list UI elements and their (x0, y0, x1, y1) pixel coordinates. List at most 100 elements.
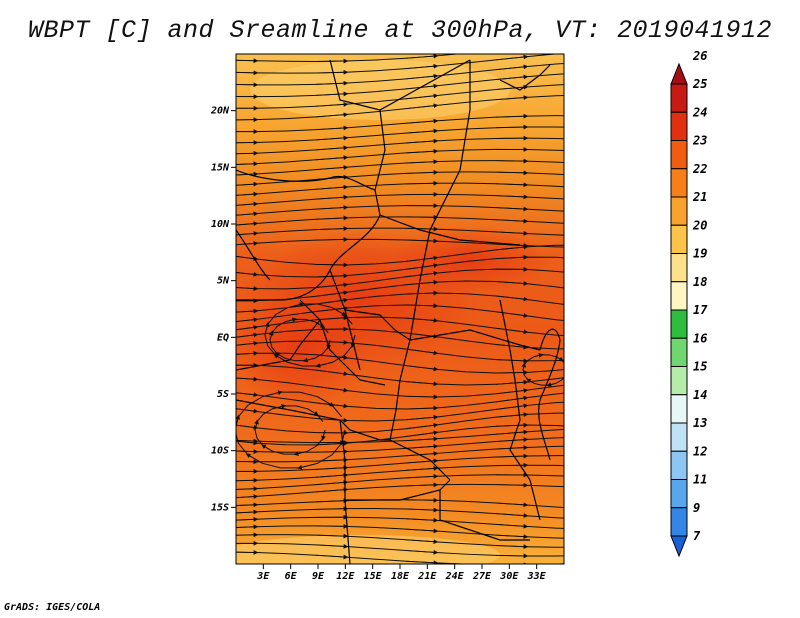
streamline-arrow (495, 534, 529, 540)
lon-tick-label: 33E (527, 571, 547, 582)
streamline-arrow (405, 317, 439, 323)
streamline-arrow (261, 444, 273, 452)
colorbar-swatch (670, 168, 688, 198)
streamline-arrow (254, 419, 259, 431)
lon-tick-label: 18E (391, 571, 410, 582)
streamline-arrow (236, 171, 259, 177)
lon-tick-label: 6E (285, 571, 298, 582)
streamline-arrow (284, 317, 298, 323)
colorbar-label: 7 (693, 529, 701, 543)
streamline-arrow (405, 148, 439, 154)
wbpt-hotspot-east (390, 225, 550, 295)
streamline-arrow (236, 424, 259, 430)
streamline-arrow (495, 388, 529, 395)
lat-tick-label: 10N (211, 219, 230, 230)
streamline-arrow (236, 241, 259, 246)
streamline-arrow (297, 462, 318, 470)
wbpt-hotspot-west (236, 290, 370, 410)
streamline-arrow (405, 451, 439, 457)
streamline-arrow (236, 459, 259, 465)
streamline-arrow (405, 539, 439, 545)
streamline-arrow (236, 516, 259, 522)
streamline-arrow (405, 466, 439, 471)
streamline-arrow (236, 201, 259, 207)
lon-tick-label: 21E (417, 571, 437, 582)
streamline-arrow (495, 113, 529, 119)
streamline-arrow (236, 494, 259, 499)
streamline-arrow (405, 118, 439, 124)
streamline-arrow (405, 517, 439, 523)
streamline-arrow (495, 170, 529, 176)
streamline-arrow (405, 73, 439, 80)
streamline-arrow (236, 341, 259, 346)
streamline-arrow (315, 262, 349, 268)
streamline-arrow (315, 165, 349, 171)
streamline-arrow (405, 394, 439, 400)
streamline-arrow (236, 376, 259, 382)
colorbar-label: 19 (693, 247, 707, 261)
streamline-arrow (236, 502, 259, 508)
streamline-arrow (563, 372, 564, 378)
colorbar-swatch (670, 224, 688, 254)
streamline-arrow (495, 437, 529, 443)
streamline-arrow (495, 412, 529, 418)
streamline-arrow (315, 290, 349, 297)
colorbar-label: 16 (693, 331, 707, 345)
lat-tick-label: 5S (217, 389, 229, 400)
streamline-arrow (236, 58, 259, 64)
colorbar-swatch (670, 253, 688, 283)
streamline-arrow (405, 255, 439, 262)
streamline-arrow (236, 532, 259, 538)
streamline-arrow (405, 138, 439, 144)
colorbar-label: 21 (692, 190, 707, 204)
streamline-arrow (495, 194, 529, 200)
streamline-arrow (236, 150, 259, 156)
lon-tick-label: 27E (472, 571, 492, 582)
streamline-arrow (405, 422, 439, 430)
country-borders (236, 59, 561, 564)
streamline-arrow (495, 230, 529, 236)
streamline-arrow (533, 353, 544, 358)
streamline-arrow (405, 482, 439, 488)
lon-tick-label: 9E (312, 571, 325, 582)
streamline-arrow (405, 263, 439, 270)
streamline-arrow (315, 386, 349, 393)
streamline-arrow (405, 473, 439, 479)
streamline-arrow (495, 218, 529, 224)
streamlines (236, 47, 564, 564)
streamline-arrow (315, 305, 349, 312)
streamline-arrow (495, 295, 529, 302)
streamline-arrow (495, 281, 529, 286)
streamline-arrow (315, 184, 349, 190)
streamline-arrow (495, 422, 529, 428)
colorbar: 26 25 24 23 22 21 20 19 18 17 16 15 14 13 12 11 9 7 (670, 49, 708, 558)
colorbar-label: 20 (692, 218, 707, 232)
streamline-arrow (315, 498, 349, 504)
streamline-arrow (315, 215, 349, 221)
colorbar-swatch (670, 422, 688, 452)
streamline (264, 303, 356, 367)
streamline-arrow (236, 161, 259, 167)
streamline-arrow (405, 93, 439, 100)
streamline-arrow (307, 408, 319, 416)
streamline-arrow (405, 180, 439, 186)
streamline-arrow (315, 91, 349, 97)
streamline-arrow (495, 344, 529, 350)
lat-tick-label: 5N (217, 276, 230, 287)
streamline-arrow (521, 362, 527, 371)
streamline-arrow (315, 554, 349, 560)
streamline-arrow (236, 524, 259, 530)
streamline-arrow (405, 63, 439, 70)
streamline-arrow (495, 124, 529, 130)
streamline-arrow (236, 317, 259, 323)
streamline-arrow (315, 135, 349, 141)
streamline-arrow (496, 47, 526, 50)
streamline-arrow (315, 340, 349, 345)
streamline-arrow (302, 357, 316, 363)
streamline-arrow (405, 414, 439, 421)
streamline-arrow (495, 379, 529, 385)
lat-tick-label: 15S (211, 502, 229, 513)
lon-tick-label: 24E (445, 571, 465, 582)
streamline-arrow (268, 330, 274, 341)
streamline-arrow (526, 378, 535, 384)
